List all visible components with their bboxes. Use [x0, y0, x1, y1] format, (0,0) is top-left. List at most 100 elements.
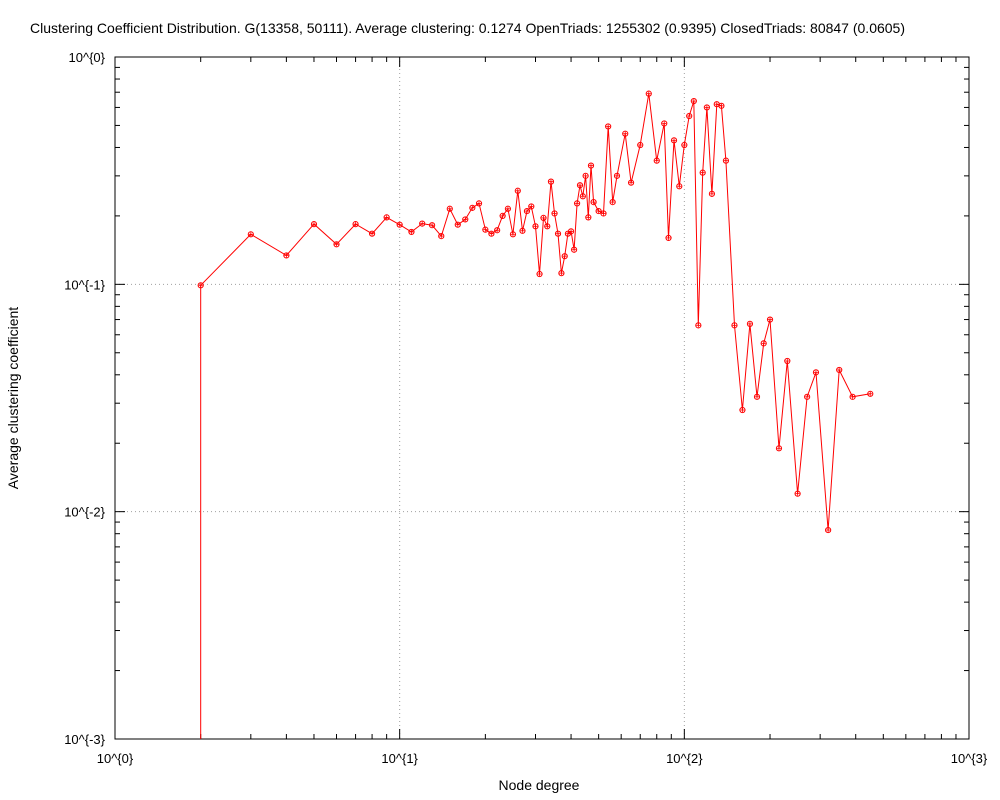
data-point [554, 230, 562, 237]
data-point [676, 183, 683, 190]
x-axis-label: Node degree [499, 777, 580, 793]
data-point [722, 157, 730, 164]
data-point [585, 214, 592, 221]
data-point [532, 223, 539, 230]
tick-labels: 10^{0} 10^{1} 10^{2} 10^{3} 10^{-3} 10^{-2} 10… [64, 50, 988, 766]
x-tick-label: 10^{2} [666, 751, 703, 766]
data-point [429, 222, 436, 229]
data-point [825, 526, 832, 534]
data-point [247, 231, 254, 238]
data-point [600, 210, 607, 217]
data-point [766, 316, 774, 323]
data-point [509, 231, 517, 238]
data-point [739, 406, 746, 414]
data-point [794, 490, 801, 497]
data-point [310, 221, 318, 228]
plot-frame [114, 56, 970, 740]
axis-ticks [114, 56, 970, 740]
data-point [686, 112, 693, 120]
data-point [784, 357, 791, 365]
data-point [482, 226, 489, 233]
data-point [536, 270, 543, 278]
data-point [695, 322, 702, 329]
data-point [708, 190, 716, 197]
data-point [475, 200, 483, 207]
data-point [558, 270, 565, 277]
data-point [746, 320, 754, 327]
data-point [595, 207, 602, 215]
data-point [681, 141, 688, 149]
y-axis-label: Average clustering coefficient [5, 307, 21, 489]
data-point [528, 203, 535, 210]
data-point [812, 369, 820, 376]
data-point [567, 228, 575, 235]
series-line [200, 93, 871, 531]
y-tick-label: 10^{-1} [64, 277, 105, 292]
data-point [579, 193, 586, 200]
data-point [613, 172, 621, 179]
data-point [699, 169, 706, 176]
data-point [804, 393, 811, 400]
data-point [419, 220, 426, 227]
x-tick-label: 10^{1} [381, 751, 418, 766]
data-point [703, 104, 710, 111]
data-point [462, 216, 469, 223]
data-point [469, 204, 476, 211]
data-point [333, 241, 340, 248]
data-point [438, 232, 445, 240]
data-point [665, 234, 672, 242]
data-point [661, 120, 668, 127]
data-point [590, 199, 597, 206]
data-point [396, 221, 403, 228]
data-point [760, 340, 767, 347]
x-tick-label: 10^{0} [97, 751, 134, 766]
data-series [197, 90, 874, 739]
data-point [544, 223, 551, 230]
data-point [571, 246, 578, 253]
data-point [731, 322, 738, 329]
data-point [718, 102, 725, 109]
data-point [849, 393, 856, 400]
data-point [775, 445, 783, 452]
data-point [368, 230, 376, 237]
data-point [753, 393, 761, 400]
data-point [653, 157, 660, 164]
data-point [609, 199, 616, 206]
data-point [637, 141, 644, 149]
data-point [454, 221, 461, 228]
data-point [408, 228, 415, 236]
data-point [446, 205, 453, 212]
data-point [573, 200, 581, 207]
data-point [690, 97, 697, 105]
data-point [488, 230, 495, 237]
x-tick-label: 10^{3} [951, 751, 988, 766]
data-point [197, 282, 204, 289]
data-point [540, 214, 547, 221]
data-point [547, 178, 555, 185]
grid-lines [115, 57, 969, 739]
data-point [383, 214, 390, 221]
data-point [867, 390, 874, 397]
chart-title: Clustering Coefficient Distribution. G(1… [30, 20, 905, 36]
y-tick-label: 10^{-3} [64, 732, 105, 747]
data-point [352, 221, 359, 228]
y-tick-label: 10^{0} [69, 50, 106, 65]
data-point [605, 123, 612, 130]
data-point [519, 227, 526, 234]
data-point [551, 210, 558, 217]
data-point [514, 187, 521, 194]
data-point [627, 179, 635, 186]
y-tick-label: 10^{-2} [64, 505, 105, 520]
data-point [582, 172, 589, 179]
data-point [499, 212, 506, 219]
data-point [836, 366, 843, 374]
data-point [523, 207, 531, 215]
data-point [283, 252, 290, 259]
data-point [622, 130, 629, 137]
data-point [504, 205, 512, 212]
data-point [587, 162, 595, 169]
data-point [670, 137, 678, 144]
data-point [561, 253, 568, 260]
